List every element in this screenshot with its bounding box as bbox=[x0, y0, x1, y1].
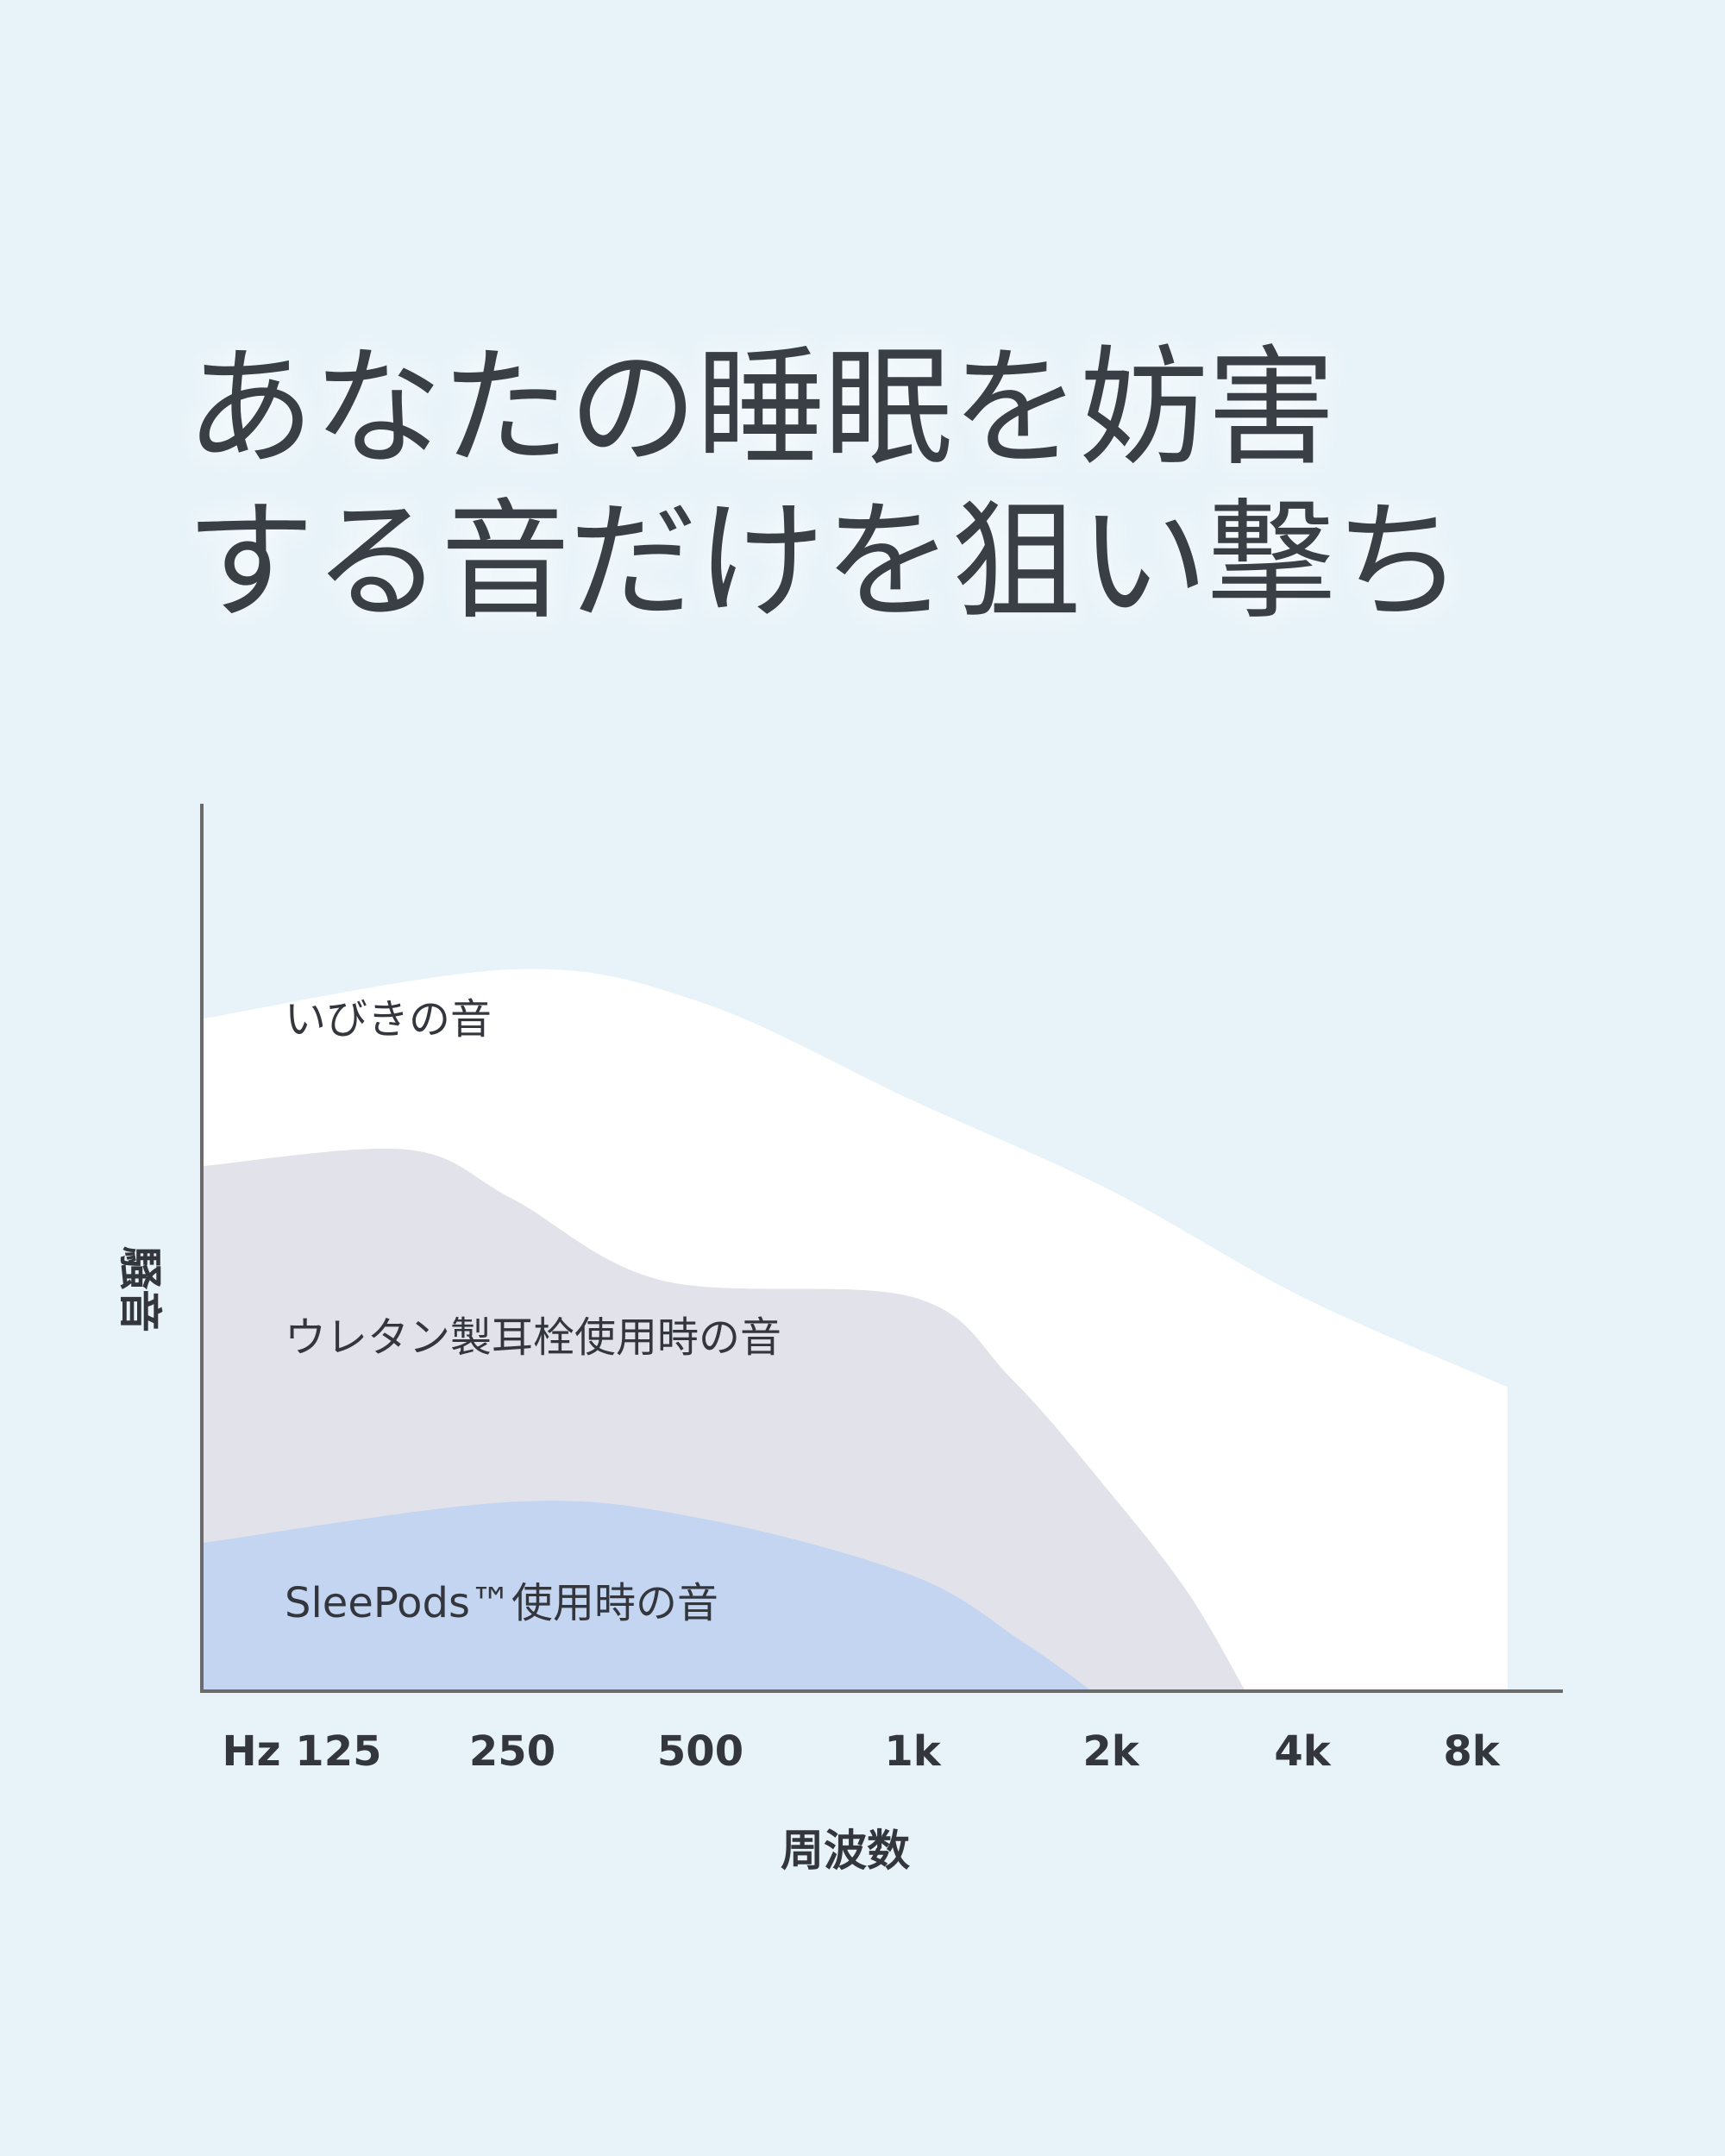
x-tick-label: 500 bbox=[657, 1727, 743, 1776]
x-tick-label: 4k bbox=[1274, 1727, 1331, 1776]
sleepods-area bbox=[204, 1501, 1091, 1690]
y-axis-title: 騒音 bbox=[115, 1246, 165, 1332]
sleepods-label: SleePods™使用時の音 bbox=[285, 1579, 718, 1627]
headline-line-2: する音だけを狙い撃ち bbox=[185, 487, 1464, 637]
chart-axes bbox=[200, 804, 1563, 1693]
x-tick-labels: Hz 125 250 500 1k 2k 4k 8k bbox=[222, 1727, 1500, 1776]
urethane-label: ウレタン製耳栓使用時の音 bbox=[285, 1313, 781, 1362]
x-tick-label: 2k bbox=[1082, 1727, 1139, 1776]
x-tick-label: 1k bbox=[884, 1727, 941, 1776]
x-tick-label: 8k bbox=[1443, 1727, 1500, 1776]
x-tick-label: Hz 125 bbox=[222, 1727, 381, 1776]
snore-label: いびきの音 bbox=[285, 995, 492, 1044]
x-axis-title: 周波数 bbox=[781, 1826, 910, 1876]
x-tick-label: 250 bbox=[469, 1727, 555, 1776]
chart-areas bbox=[204, 968, 1508, 1690]
page-headline: あなたの睡眠を妨害 する音だけを狙い撃ち bbox=[185, 332, 1464, 639]
headline-line-1: あなたの睡眠を妨害 bbox=[185, 334, 1336, 484]
